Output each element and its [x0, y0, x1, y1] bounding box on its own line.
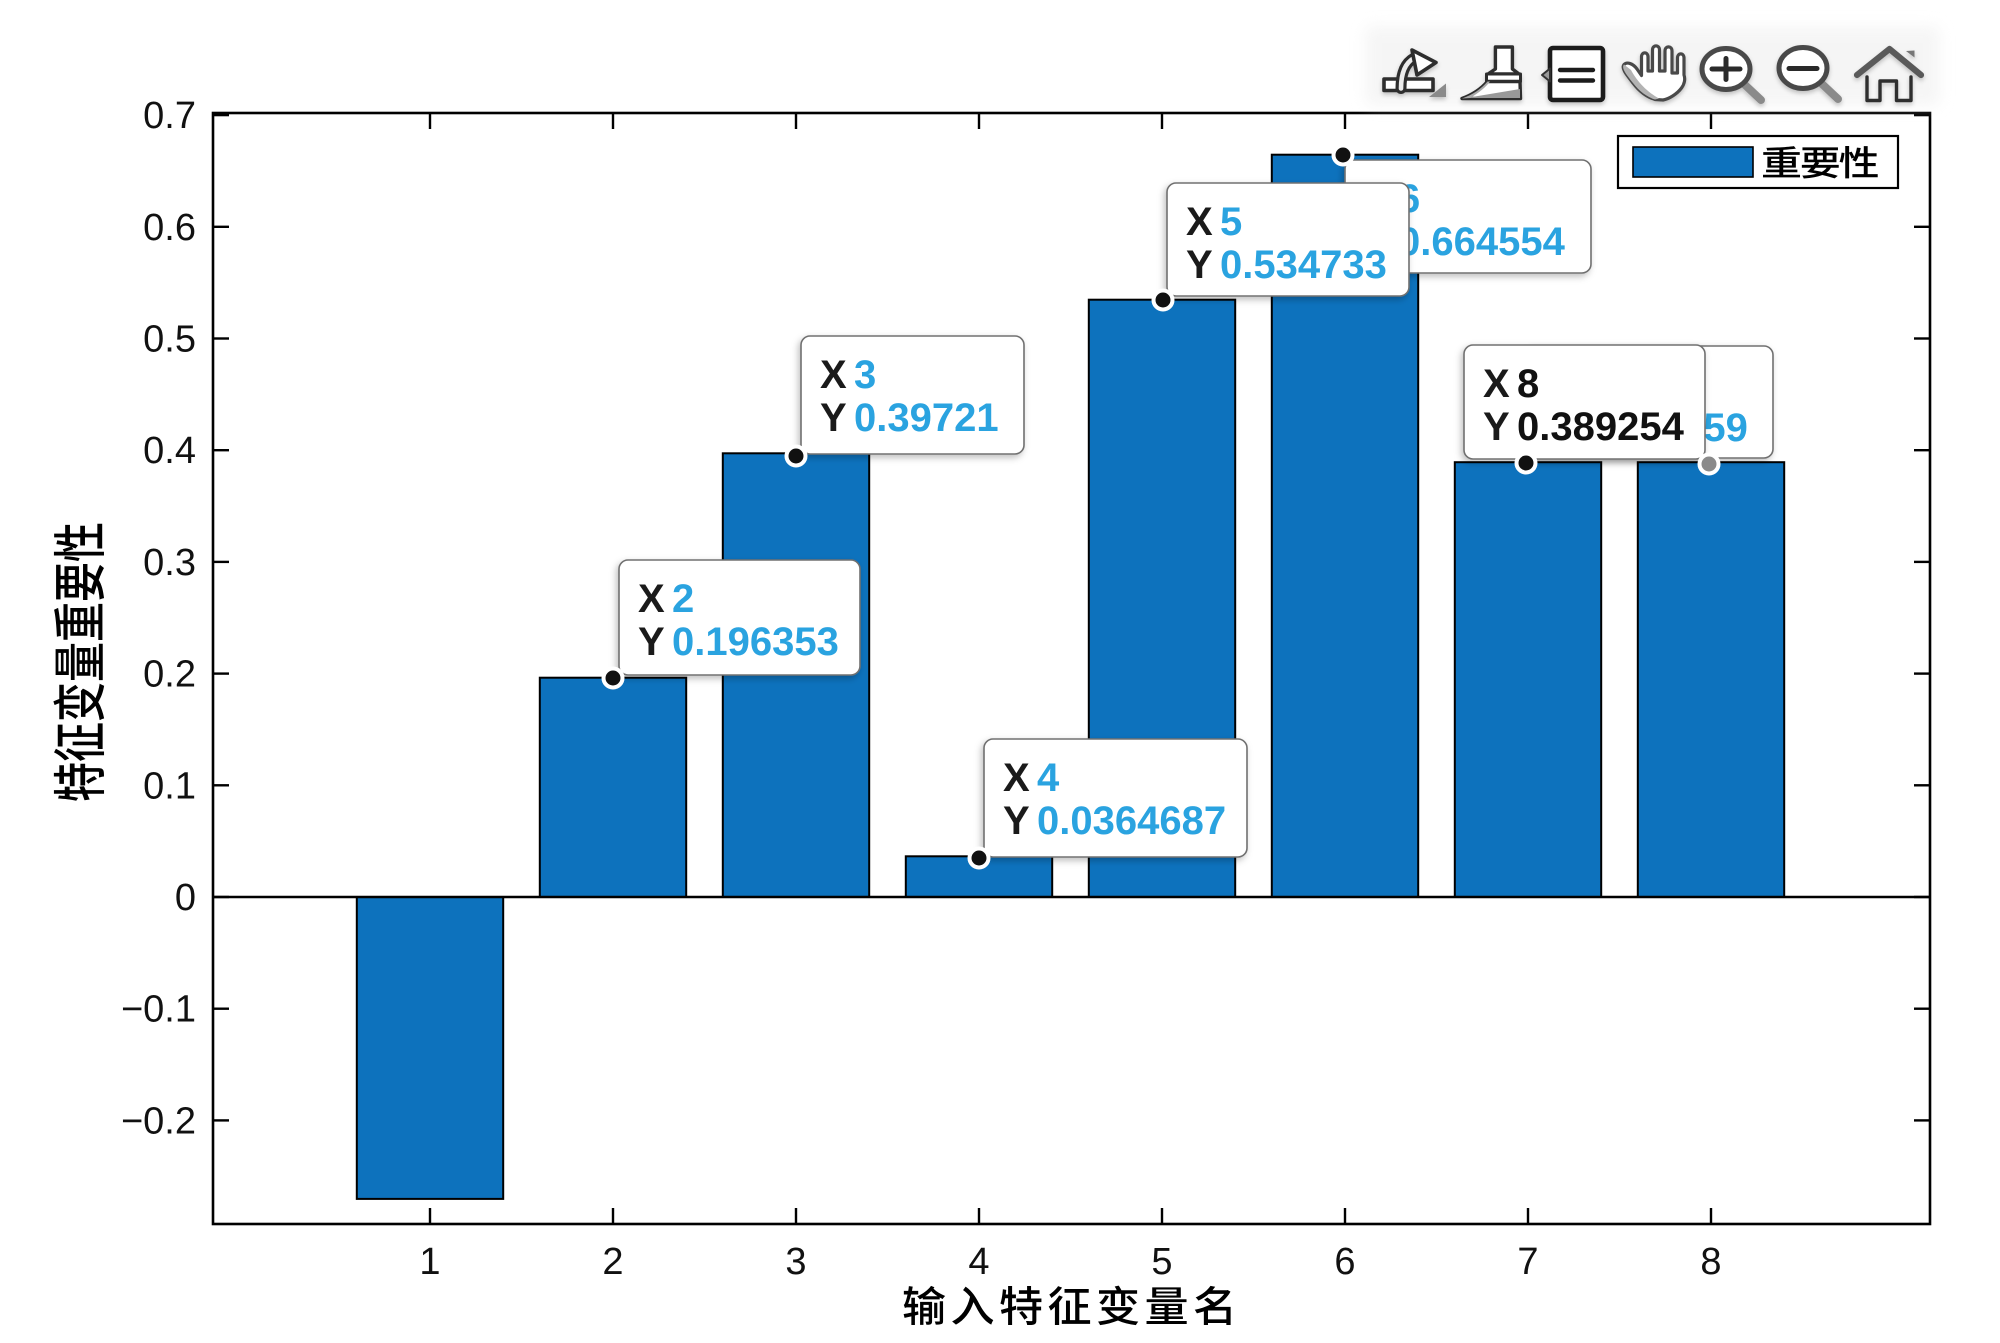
svg-text:0.196353: 0.196353 — [672, 620, 839, 664]
svg-text:5: 5 — [1151, 1241, 1172, 1283]
svg-text:X: X — [1186, 200, 1213, 244]
svg-text:0.39721: 0.39721 — [854, 396, 999, 440]
svg-text:2: 2 — [602, 1241, 623, 1283]
svg-text:Y: Y — [1186, 243, 1213, 287]
svg-text:3: 3 — [785, 1241, 806, 1283]
svg-text:4: 4 — [968, 1241, 989, 1283]
svg-text:0.4: 0.4 — [143, 430, 196, 472]
svg-text:Y: Y — [1483, 405, 1510, 449]
svg-text:Y: Y — [1003, 799, 1030, 843]
svg-text:0.389254: 0.389254 — [1517, 405, 1685, 449]
svg-text:0.534733: 0.534733 — [1220, 243, 1387, 287]
svg-text:2: 2 — [672, 577, 694, 621]
svg-text:4: 4 — [1037, 756, 1060, 800]
svg-text:0: 0 — [175, 877, 196, 919]
svg-text:X: X — [638, 577, 665, 621]
svg-text:8: 8 — [1517, 362, 1539, 406]
svg-text:0.7: 0.7 — [143, 95, 196, 137]
svg-text:0.1: 0.1 — [143, 765, 196, 807]
svg-text:0.6: 0.6 — [143, 207, 196, 249]
svg-text:−0.2: −0.2 — [121, 1100, 196, 1142]
svg-text:Y: Y — [820, 396, 847, 440]
svg-text:0.0364687: 0.0364687 — [1037, 799, 1226, 843]
svg-text:1: 1 — [419, 1241, 440, 1283]
svg-text:6: 6 — [1334, 1241, 1355, 1283]
svg-text:X: X — [1483, 362, 1510, 406]
svg-text:Y: Y — [638, 620, 665, 664]
svg-text:5: 5 — [1220, 200, 1242, 244]
svg-text:−0.1: −0.1 — [121, 989, 196, 1031]
svg-text:0.5: 0.5 — [143, 319, 196, 361]
svg-text:0.664554: 0.664554 — [1398, 220, 1566, 264]
svg-text:X: X — [820, 353, 847, 397]
svg-text:7: 7 — [1517, 1241, 1538, 1283]
svg-text:3: 3 — [854, 353, 876, 397]
svg-text:X: X — [1003, 756, 1030, 800]
svg-text:0.2: 0.2 — [143, 654, 196, 696]
svg-text:8: 8 — [1700, 1241, 1721, 1283]
svg-text:0.3: 0.3 — [143, 542, 196, 584]
